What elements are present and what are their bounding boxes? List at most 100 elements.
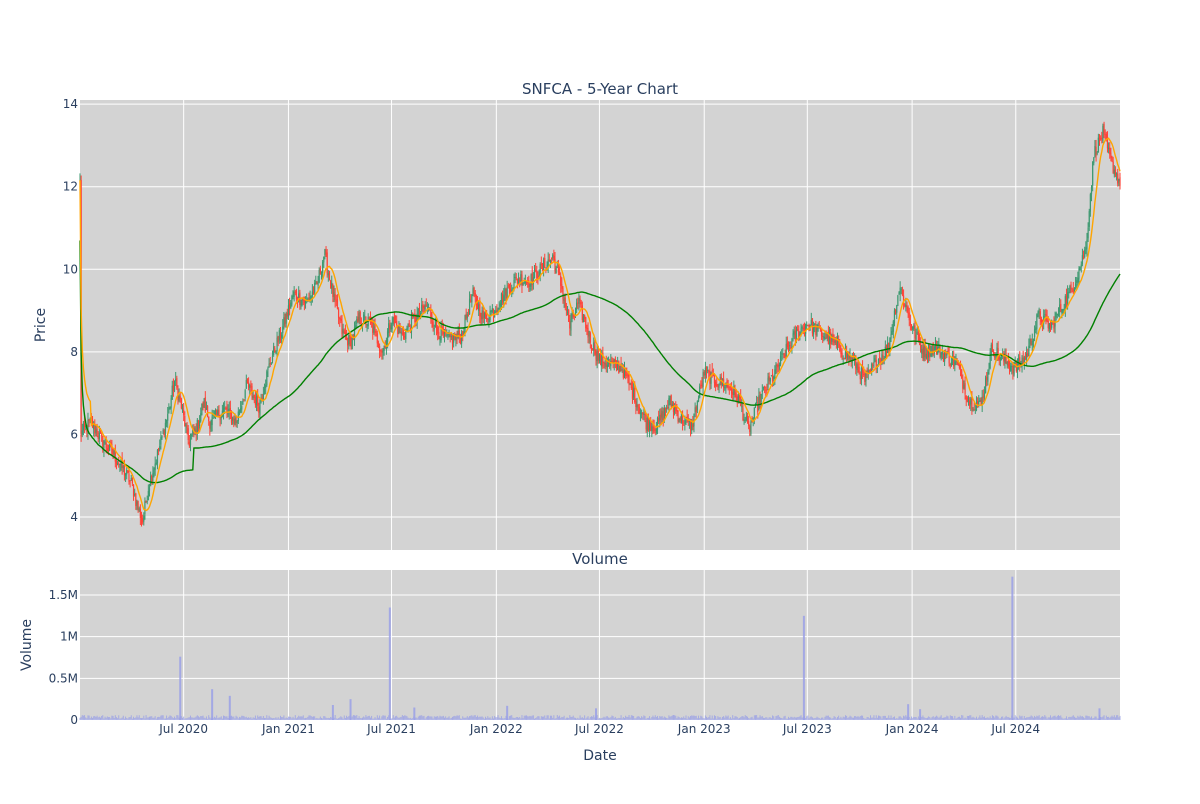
candle-body <box>484 311 487 315</box>
candle-body <box>1023 357 1025 365</box>
volume-spike-bar <box>506 705 509 720</box>
volume-bar <box>667 718 669 720</box>
volume-bar <box>801 717 803 720</box>
volume-bar <box>355 715 357 720</box>
volume-bar <box>133 716 135 720</box>
candle-body <box>1018 358 1020 365</box>
candle-body <box>942 353 945 361</box>
volume-bar <box>764 718 766 720</box>
volume-bar <box>95 716 97 720</box>
candle-body <box>134 494 136 496</box>
candle-body <box>991 344 994 352</box>
volume-bar <box>559 715 561 720</box>
candle-body <box>262 393 264 400</box>
volume-bar <box>1118 717 1120 720</box>
candle-body <box>175 378 177 381</box>
candle-body <box>243 399 245 401</box>
volume-tick-label: 1M <box>60 630 78 644</box>
volume-bar <box>524 715 526 720</box>
candle-body <box>629 383 631 385</box>
candle-body <box>1041 319 1044 324</box>
candle-body <box>957 361 959 366</box>
volume-bar <box>1032 717 1034 720</box>
volume-bar <box>993 716 995 720</box>
volume-bar <box>769 717 771 720</box>
volume-bar <box>299 716 301 720</box>
candle-body <box>803 327 806 332</box>
volume-bar <box>679 718 681 720</box>
candle-body <box>204 397 206 412</box>
candle-body <box>1086 239 1088 250</box>
candle-body <box>458 330 460 337</box>
volume-bar <box>908 716 910 720</box>
candle-body <box>1027 352 1029 357</box>
volume-bar <box>903 715 905 720</box>
volume-bar <box>1001 716 1003 720</box>
volume-bar <box>785 718 787 720</box>
volume-bar <box>295 718 297 720</box>
candle-body <box>828 332 831 344</box>
volume-bar <box>674 715 676 720</box>
candle-body <box>603 364 605 366</box>
volume-bar <box>507 718 509 720</box>
candle-body <box>840 350 842 354</box>
volume-bar <box>437 716 439 720</box>
candle-body <box>973 409 975 411</box>
volume-spike-bar <box>228 695 231 720</box>
volume-bar <box>145 715 147 720</box>
volume-bar <box>274 718 276 720</box>
volume-bar <box>577 717 579 720</box>
candle-body <box>590 344 593 349</box>
volume-bar <box>936 715 938 720</box>
candle-body <box>145 501 147 503</box>
volume-bar <box>89 718 91 720</box>
volume-bar <box>315 718 317 720</box>
candle-body <box>585 317 587 329</box>
volume-bar <box>605 716 607 720</box>
volume-bar <box>960 717 962 720</box>
date-tick-label: Jul 2024 <box>990 722 1040 736</box>
volume-bar <box>575 717 577 720</box>
candle-body <box>604 363 606 365</box>
candle-body <box>312 292 315 294</box>
candle-body <box>715 381 717 386</box>
candle-body <box>164 422 167 434</box>
volume-bar <box>306 717 308 720</box>
candle-body <box>393 316 395 324</box>
candle-body <box>749 425 751 432</box>
volume-bar <box>999 718 1001 720</box>
candle-body <box>111 444 113 454</box>
candle-body <box>291 296 293 305</box>
volume-bar <box>128 717 130 720</box>
volume-bar <box>1076 717 1078 720</box>
candle-body <box>216 410 218 415</box>
candle-body <box>535 269 537 271</box>
volume-bar <box>504 718 506 720</box>
candle-body <box>341 320 343 334</box>
volume-bar <box>781 718 783 720</box>
candle-body <box>662 411 664 420</box>
volume-bar <box>664 717 666 720</box>
volume-bar <box>400 716 402 720</box>
candle-body <box>897 295 899 306</box>
volume-bar <box>166 715 168 720</box>
volume-bar <box>590 716 592 720</box>
candle-body <box>844 349 847 357</box>
candle-body <box>940 352 942 358</box>
volume-bar <box>619 718 621 720</box>
volume-bar <box>723 716 725 720</box>
volume-bar <box>1117 715 1119 720</box>
candle-body <box>945 351 947 356</box>
volume-bar <box>310 716 312 720</box>
candle-body <box>89 417 91 420</box>
volume-bar <box>100 717 102 720</box>
candle-body <box>440 326 442 341</box>
volume-bar <box>609 717 611 720</box>
candle-body <box>284 317 286 325</box>
candle-body <box>566 311 569 313</box>
volume-bar <box>1024 718 1026 720</box>
candle-body <box>1074 283 1077 287</box>
candle-body <box>165 419 168 424</box>
volume-bar <box>441 716 443 720</box>
candle-body <box>1093 157 1095 164</box>
